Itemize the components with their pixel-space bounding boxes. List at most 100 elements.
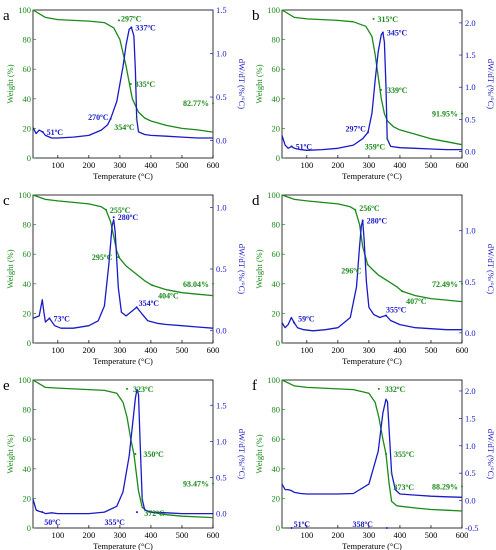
- annotation-marker: [117, 256, 120, 259]
- annotation-marker: [385, 527, 388, 529]
- weight-curve: [32, 9, 214, 133]
- annotation-label: 50ºC: [44, 518, 61, 527]
- y-right-tick-label: 0.0: [465, 328, 476, 338]
- y-right-tick-label: 0.5: [465, 114, 476, 124]
- annotation-label: 255ºC: [110, 206, 131, 215]
- annotation-label: 270ºC: [88, 113, 109, 122]
- x-tick-label: 200: [82, 345, 95, 355]
- y-left-axis-label: Weight (%): [5, 64, 15, 103]
- x-tick-label: 200: [331, 160, 344, 170]
- x-tick-label: 100: [300, 160, 313, 170]
- annotation-marker: [290, 145, 293, 148]
- x-tick-label: 100: [51, 345, 64, 355]
- y-left-tick-label: 20: [272, 123, 281, 133]
- annotation-label: 256ºC: [359, 204, 380, 213]
- y-right-tick-label: 1.0: [465, 82, 476, 92]
- annotation-marker: [386, 137, 389, 140]
- annotation-marker: [384, 453, 387, 455]
- y-left-axis-label: Weight (%): [254, 434, 264, 473]
- y-left-tick-label: 40: [23, 94, 32, 104]
- y-right-tick-label: 0.5: [216, 472, 227, 482]
- annotation-marker: [384, 314, 387, 317]
- y-left-tick-label: 100: [18, 190, 31, 200]
- annotation-marker: [117, 19, 120, 22]
- dtg-curve: [32, 219, 214, 329]
- x-axis-label: Temperature (°C): [93, 541, 153, 550]
- x-tick-label: 400: [394, 530, 407, 540]
- annotation-label: 323ºC: [133, 385, 154, 394]
- x-tick-label: 600: [456, 160, 469, 170]
- annotation-label: 372ºC: [144, 509, 165, 518]
- y-left-tick-label: 80: [23, 220, 32, 230]
- x-axis-label: Temperature (°C): [342, 171, 402, 181]
- x-tick-label: 400: [394, 345, 407, 355]
- y-left-tick-label: 80: [23, 35, 32, 45]
- y-left-tick-label: 20: [23, 123, 32, 133]
- y-left-tick-label: 60: [23, 434, 32, 444]
- y-right-tick-label: 1.5: [216, 400, 227, 410]
- annotation-label: 315ºC: [378, 15, 399, 24]
- x-tick-label: 400: [145, 345, 158, 355]
- panel-letter: d: [252, 193, 260, 209]
- y-right-tick-label: 0.0: [465, 147, 476, 157]
- weight-curve: [32, 379, 214, 519]
- annotation-label: 88.29%: [432, 483, 458, 492]
- y-right-tick-label: 1.0: [216, 202, 227, 212]
- annotation-label: 339ºC: [387, 86, 408, 95]
- y-left-tick-label: 0: [276, 338, 280, 348]
- x-tick-label: 500: [425, 345, 438, 355]
- y-left-tick-label: 0: [27, 338, 31, 348]
- annotation-label: 335ºC: [135, 80, 156, 89]
- x-tick-label: 400: [145, 160, 158, 170]
- y-right-tick-label: 1.5: [465, 413, 476, 423]
- x-axis-label: Temperature (°C): [342, 356, 402, 366]
- annotation-marker: [104, 208, 107, 211]
- annotation-label: 297ºC: [346, 124, 367, 133]
- annotation-marker: [135, 117, 138, 120]
- y-left-axis-label: Weight (%): [254, 249, 264, 288]
- weight-curve: [281, 9, 463, 146]
- x-tick-label: 400: [394, 160, 407, 170]
- y-right-tick-label: 0.0: [465, 496, 476, 506]
- y-left-tick-label: 20: [272, 308, 281, 318]
- annotation-label: 407ºC: [406, 297, 427, 306]
- annotation-marker: [212, 482, 214, 485]
- x-tick-label: 400: [145, 530, 158, 540]
- annotation-label: 358ºC: [352, 520, 373, 529]
- x-tick-label: 500: [176, 345, 189, 355]
- annotation-label: 51ºC: [47, 128, 64, 137]
- annotation-marker: [461, 112, 463, 115]
- x-tick-label: 200: [82, 530, 95, 540]
- y-left-tick-label: 0: [27, 153, 31, 163]
- y-right-axis-label: dW/dT (%/°C): [237, 429, 247, 479]
- y-right-tick-label: 1.5: [216, 5, 227, 15]
- y-left-tick-label: 40: [272, 279, 281, 289]
- y-right-tick-label: 1.0: [465, 226, 476, 236]
- x-tick-label: 600: [207, 345, 220, 355]
- y-right-axis-label: dW/dT (%/°C): [237, 59, 247, 109]
- panel-letter: b: [252, 8, 260, 24]
- annotation-marker: [126, 387, 129, 390]
- annotation-label: 295ºC: [92, 253, 113, 262]
- y-right-tick-label: 2.0: [465, 386, 476, 396]
- y-left-tick-label: 60: [272, 249, 281, 259]
- annotation-label: 350ºC: [143, 450, 164, 459]
- y-right-tick-label: 0.0: [216, 136, 227, 146]
- y-left-tick-label: 20: [272, 493, 281, 503]
- y-left-tick-label: 0: [27, 523, 31, 533]
- dtg-curve: [281, 31, 462, 151]
- annotation-label: 280ºC: [367, 217, 388, 226]
- annotation-marker: [461, 485, 463, 488]
- y-right-axis-label: dW/dT (%/°C): [486, 59, 496, 109]
- x-tick-label: 300: [114, 345, 127, 355]
- x-tick-label: 600: [456, 530, 469, 540]
- annotation-marker: [41, 130, 44, 133]
- panel-e: e 100 200 300 400 500 600 Temperature (°C) 0 20 40…: [3, 375, 247, 550]
- annotation-marker: [48, 317, 51, 320]
- annotation-marker: [361, 219, 364, 222]
- annotation-marker: [401, 290, 404, 293]
- plot-frame: [281, 9, 463, 159]
- annotation-label: 404ºC: [158, 291, 179, 300]
- y-right-tick-label: 1.0: [465, 441, 476, 451]
- annotation-marker: [381, 31, 384, 34]
